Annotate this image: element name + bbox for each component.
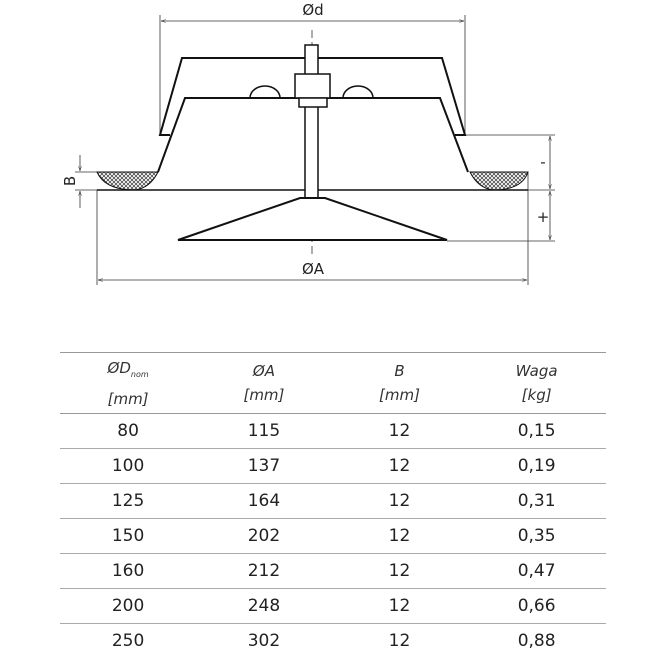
seal-right xyxy=(469,171,529,191)
threaded-rod xyxy=(304,44,319,199)
table-cell: 200 xyxy=(60,588,197,624)
table-row: 250 302 12 0,88 xyxy=(60,623,606,655)
cone-plate xyxy=(177,197,448,241)
table-cell: 302 xyxy=(196,623,332,655)
label-d: Ød xyxy=(302,1,323,19)
table-cell: 0,35 xyxy=(467,518,606,554)
table-cell: 160 xyxy=(60,553,197,589)
table-row: 150 202 12 0,35 xyxy=(60,518,606,554)
label-A: ØA xyxy=(302,260,325,278)
header-diameter-nom: ØDnom [mm] xyxy=(60,352,197,414)
table-cell: 212 xyxy=(196,553,332,589)
table-cell: 125 xyxy=(60,483,197,519)
table-cell: 202 xyxy=(196,518,332,554)
header-diameter-a: ØA [mm] xyxy=(196,352,332,414)
table-row: 160 212 12 0,47 xyxy=(60,553,606,589)
table-cell: 100 xyxy=(60,448,197,484)
table-row: 80 115 12 0,15 xyxy=(60,413,606,449)
table-cell: 250 xyxy=(60,623,197,655)
header-weight: Waga [kg] xyxy=(467,352,606,414)
table-cell: 12 xyxy=(331,448,468,484)
table-cell: 0,88 xyxy=(467,623,606,655)
label-plus: + xyxy=(537,208,550,226)
table-header: ØDnom [mm] ØA [mm] B [mm] Waga [kg] xyxy=(60,352,606,414)
table-row: 125 164 12 0,31 xyxy=(60,483,606,519)
table-cell: 12 xyxy=(331,518,468,554)
table-cell: 12 xyxy=(331,623,468,655)
table-cell: 164 xyxy=(196,483,332,519)
label-minus: - xyxy=(540,153,545,171)
table-row: 200 248 12 0,66 xyxy=(60,588,606,624)
table-cell: 12 xyxy=(331,553,468,589)
nut xyxy=(294,73,331,99)
table-cell: 80 xyxy=(60,413,197,449)
table-cell: 12 xyxy=(331,413,468,449)
washer xyxy=(298,97,328,108)
table-cell: 0,47 xyxy=(467,553,606,589)
dimensions-table: ØDnom [mm] ØA [mm] B [mm] Waga [kg] 80 115 12 0… xyxy=(60,352,606,655)
table-cell: 0,19 xyxy=(467,448,606,484)
diffuser-body xyxy=(96,44,529,241)
table-cell: 150 xyxy=(60,518,197,554)
table-cell: 0,15 xyxy=(467,413,606,449)
table-cell: 248 xyxy=(196,588,332,624)
table-row: 100 137 12 0,19 xyxy=(60,448,606,484)
table-cell: 12 xyxy=(331,483,468,519)
table-cell: 0,31 xyxy=(467,483,606,519)
table-cell: 137 xyxy=(196,448,332,484)
header-b: B [mm] xyxy=(331,352,468,414)
table-cell: 0,66 xyxy=(467,588,606,624)
dimension-lines xyxy=(75,15,555,285)
label-B: B xyxy=(61,176,79,186)
seal-left xyxy=(96,171,159,191)
technical-drawing: Ød ØA B - + xyxy=(61,1,555,285)
table-cell: 12 xyxy=(331,588,468,624)
table-cell: 115 xyxy=(196,413,332,449)
